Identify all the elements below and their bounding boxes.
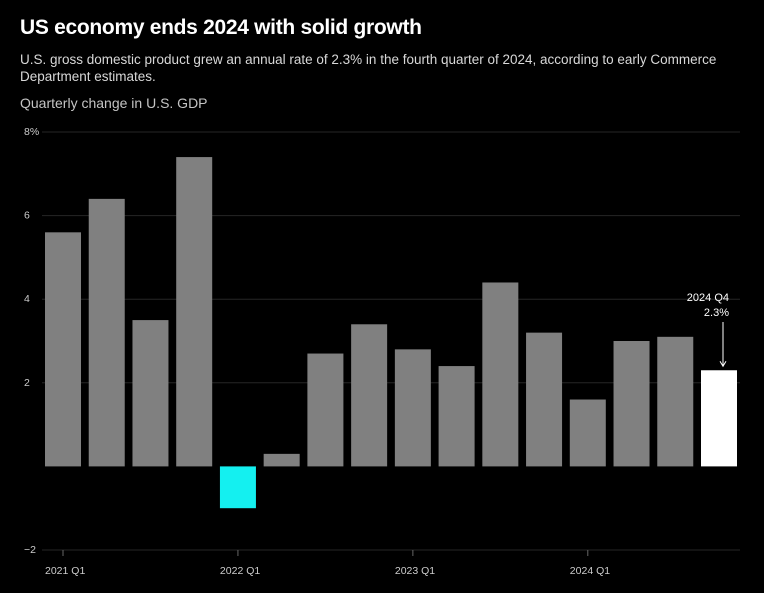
bar-2023-q2: [438, 366, 475, 467]
bar-2024-q3: [657, 336, 694, 467]
annotation: 2024 Q4 2.3%: [687, 292, 729, 368]
annotation-value: 2.3%: [704, 307, 729, 319]
chart-subtitle: U.S. gross domestic product grew an annu…: [20, 52, 717, 84]
annotation-label: 2024 Q4: [687, 292, 729, 304]
bar-2024-q1: [569, 399, 606, 467]
bar-2022-q3: [307, 353, 344, 467]
axis-ticks: 8% 6 4 2 −2 2021 Q1 2022 Q1 2023 Q1 2024 Q1: [24, 126, 610, 577]
bar-2021-q2: [88, 198, 125, 467]
bar-2023-q1: [394, 349, 431, 467]
chart-title: US economy ends 2024 with solid growth: [20, 16, 422, 39]
bar-2021-q3: [132, 320, 169, 467]
y-tick-label: 2: [24, 377, 30, 389]
bar-2023-q4: [526, 332, 563, 467]
bar-2022-q4: [351, 324, 388, 467]
bar-2021-q1: [45, 232, 81, 467]
y-tick-label: −2: [24, 544, 36, 556]
bar-2024-q2: [613, 341, 650, 467]
x-tick-label: 2022 Q1: [220, 565, 260, 577]
y-tick-label: 8%: [24, 126, 39, 138]
bar-2022-q2: [263, 453, 300, 467]
y-tick-label: 4: [24, 293, 30, 305]
bar-2023-q3: [482, 282, 519, 467]
x-tick-label: 2023 Q1: [395, 565, 435, 577]
y-tick-label: 6: [24, 210, 30, 222]
annotation-arrow-head: [719, 361, 727, 368]
bar-2021-q4: [176, 157, 213, 467]
x-tick-label: 2021 Q1: [45, 565, 85, 577]
bar-2022-q1: [219, 466, 256, 509]
chart-label: Quarterly change in U.S. GDP: [20, 95, 208, 111]
x-tick-label: 2024 Q1: [570, 565, 610, 577]
bar-2024-q4: [701, 370, 737, 467]
bars: [45, 157, 737, 509]
